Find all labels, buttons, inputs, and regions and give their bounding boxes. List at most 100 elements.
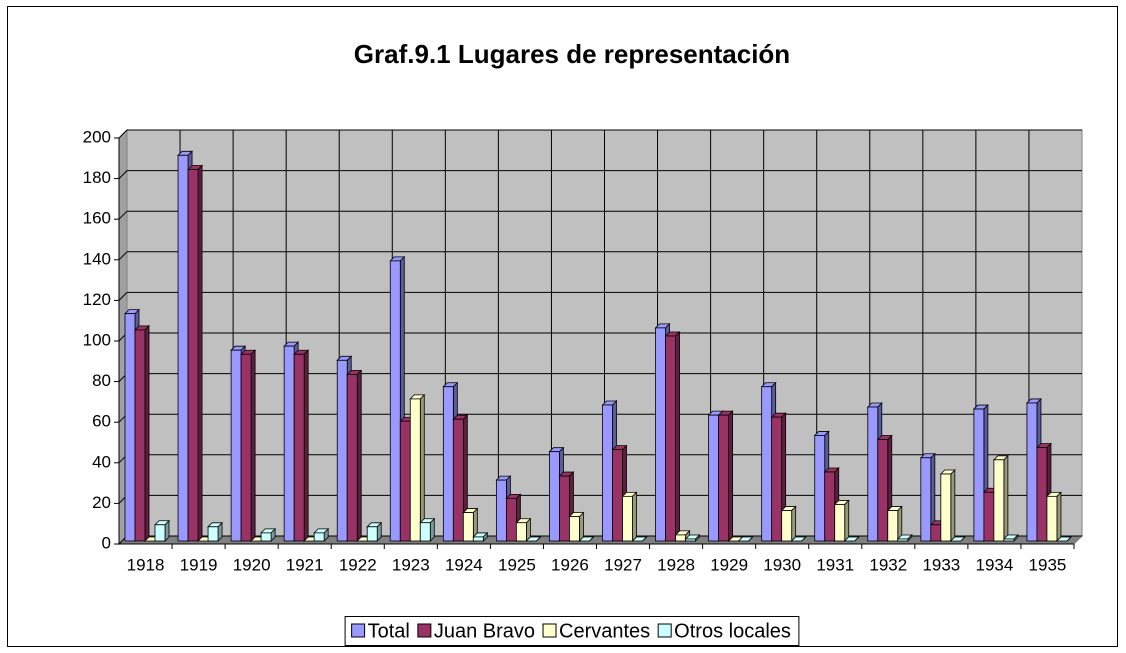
grid-line xyxy=(118,170,128,179)
bar-side xyxy=(950,469,956,542)
bar xyxy=(1036,447,1048,542)
x-tick-label: 1918 xyxy=(127,555,165,574)
bar-side xyxy=(632,491,637,542)
x-tick-label: 1929 xyxy=(710,555,748,574)
x-tick-label: 1934 xyxy=(976,555,1014,574)
bar xyxy=(1003,538,1015,542)
bar-side xyxy=(197,164,203,542)
bar xyxy=(409,398,421,542)
bar xyxy=(930,524,942,542)
x-tick-label: 1925 xyxy=(498,555,536,574)
bar xyxy=(442,386,454,542)
bar xyxy=(814,435,826,542)
bar xyxy=(685,538,696,542)
bar xyxy=(207,526,219,542)
bar-side xyxy=(303,349,309,542)
bar-side xyxy=(960,536,966,542)
y-tick-label: 40 xyxy=(92,452,111,471)
y-tick-label: 120 xyxy=(83,290,111,309)
bar-side xyxy=(356,369,362,542)
bar xyxy=(230,349,242,542)
bar xyxy=(336,359,348,542)
y-tick-label: 80 xyxy=(92,371,111,390)
bar xyxy=(495,479,507,542)
bar-side xyxy=(791,505,797,542)
bar-side xyxy=(854,536,860,542)
bar xyxy=(260,532,272,542)
bar xyxy=(134,329,146,542)
legend-label: Total xyxy=(368,620,410,642)
bar xyxy=(781,510,793,542)
legend-swatch xyxy=(657,623,672,638)
bar xyxy=(366,526,378,542)
bar xyxy=(824,471,836,542)
bar xyxy=(877,439,889,542)
bar xyxy=(515,522,527,542)
bar xyxy=(462,512,474,542)
grid-line xyxy=(118,129,128,139)
bar-side xyxy=(675,331,680,542)
legend-swatch xyxy=(417,623,432,638)
bar-side xyxy=(144,324,150,542)
bar xyxy=(622,495,633,542)
bar xyxy=(124,313,136,542)
x-tick-label: 1927 xyxy=(604,555,642,574)
bar xyxy=(1026,402,1038,542)
x-tick-label: 1923 xyxy=(392,555,430,574)
bar xyxy=(1046,495,1058,542)
legend-swatch xyxy=(351,623,366,638)
bar xyxy=(973,408,985,542)
bar xyxy=(665,335,676,542)
bar xyxy=(834,504,846,542)
bar-side xyxy=(801,536,806,542)
bar-side xyxy=(429,517,435,542)
bar xyxy=(505,497,517,542)
bar-side xyxy=(250,349,256,542)
chart-title: Graf.9.1 Lugares de representación xyxy=(354,39,790,69)
y-tick-label: 100 xyxy=(83,330,111,349)
bar xyxy=(177,154,189,542)
x-tick-label: 1922 xyxy=(339,555,377,574)
bar-side xyxy=(164,519,170,542)
bar xyxy=(187,169,199,542)
bar xyxy=(240,353,252,542)
bar xyxy=(867,406,879,542)
bar-side xyxy=(579,511,584,542)
x-tick-label: 1931 xyxy=(816,555,854,574)
y-tick-label: 0 xyxy=(102,533,111,552)
bar xyxy=(559,475,570,542)
x-tick-label: 1921 xyxy=(286,555,324,574)
y-tick-label: 200 xyxy=(83,127,111,146)
bar xyxy=(708,414,720,542)
bar xyxy=(887,510,899,542)
grid-line xyxy=(118,210,128,220)
bar-side xyxy=(1056,491,1062,542)
x-tick-label: 1933 xyxy=(922,555,960,574)
bar-side xyxy=(1003,454,1009,542)
legend-label: Otros locales xyxy=(674,620,791,642)
legend-swatch xyxy=(542,623,557,638)
grid-line xyxy=(118,292,128,301)
bar xyxy=(612,449,623,542)
bar xyxy=(283,345,295,542)
y-tick-label: 160 xyxy=(83,209,111,228)
y-tick-label: 180 xyxy=(83,168,111,187)
bar xyxy=(897,538,909,542)
bar xyxy=(293,353,305,542)
bar xyxy=(399,420,411,542)
bar xyxy=(675,534,686,542)
bar xyxy=(313,532,325,542)
bar xyxy=(602,404,613,542)
bar xyxy=(549,451,560,542)
bar xyxy=(771,416,783,542)
legend-label: Cervantes xyxy=(559,620,650,642)
bar-side xyxy=(1066,536,1072,542)
x-tick-label: 1926 xyxy=(551,555,589,574)
bar-side xyxy=(642,536,647,542)
legend-label: Juan Bravo xyxy=(434,620,535,642)
bar xyxy=(761,386,773,542)
x-tick-label: 1924 xyxy=(445,555,483,574)
x-tick-label: 1920 xyxy=(233,555,271,574)
bar xyxy=(940,473,952,542)
y-tick-label: 140 xyxy=(83,249,111,268)
